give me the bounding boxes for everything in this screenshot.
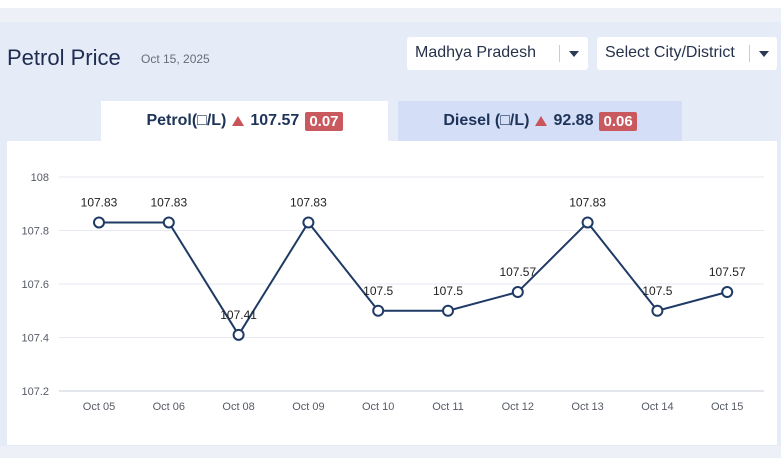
data-label: 107.83 <box>150 195 187 209</box>
data-label: 107.83 <box>81 195 118 209</box>
price-up-icon <box>535 116 548 126</box>
tab-diesel-price: 92.88 <box>553 112 594 129</box>
y-tick-label: 108 <box>31 172 49 184</box>
data-point <box>93 216 105 229</box>
y-tick-label: 107.4 <box>21 333 49 345</box>
top-strip <box>0 0 781 8</box>
x-tick-label: Oct 15 <box>711 401 743 413</box>
bottom-strip <box>0 458 781 468</box>
x-tick-label: Oct 11 <box>432 401 464 413</box>
x-tick-label: Oct 12 <box>502 401 534 413</box>
tab-diesel-change-badge: 0.06 <box>599 111 637 131</box>
data-point <box>442 304 454 317</box>
data-label: 107.5 <box>642 284 672 298</box>
data-label: 107.41 <box>220 308 257 322</box>
city-select[interactable]: Select City/District <box>597 37 777 70</box>
data-point <box>581 216 594 229</box>
x-tick-label: Oct 14 <box>641 401 673 413</box>
price-up-icon <box>232 116 245 126</box>
data-point <box>511 286 524 299</box>
tab-diesel[interactable]: Diesel (□/L) 92.88 0.06 <box>398 101 682 141</box>
data-label: 107.83 <box>569 195 606 209</box>
data-label: 107.83 <box>290 195 327 209</box>
x-tick-label: Oct 13 <box>571 401 603 413</box>
data-point <box>232 328 245 341</box>
y-tick-label: 107.8 <box>21 226 49 238</box>
data-label: 107.5 <box>433 284 463 298</box>
series-line <box>99 220 728 337</box>
data-label: 107.5 <box>363 284 393 298</box>
data-point <box>721 286 734 299</box>
tab-petrol-label: Petrol(□/L) <box>146 112 227 129</box>
x-tick-label: Oct 08 <box>222 401 254 413</box>
data-point <box>162 216 175 229</box>
data-label: 107.57 <box>499 265 536 279</box>
tab-petrol-change-badge: 0.07 <box>305 111 343 131</box>
y-tick-label: 107.6 <box>21 279 49 291</box>
page-title: Petrol Price <box>7 45 121 70</box>
select-divider <box>749 45 750 62</box>
tab-petrol[interactable]: Petrol(□/L) 107.57 0.07 <box>101 101 388 141</box>
data-label: 107.57 <box>709 265 746 279</box>
x-tick-label: Oct 06 <box>153 401 185 413</box>
chart-panel: 107.2 107.4 107.6 107.8 108 Oct 05 Oct 06 Oct 0… <box>7 141 777 445</box>
x-tick-label: Oct 10 <box>362 401 394 413</box>
city-select-value: Select City/District <box>605 44 735 61</box>
select-divider <box>559 45 560 62</box>
state-select[interactable]: Madhya Pradesh <box>407 37 588 70</box>
y-tick-label: 107.2 <box>21 386 49 398</box>
chevron-down-icon[interactable] <box>759 51 769 57</box>
state-select-value: Madhya Pradesh <box>415 44 536 61</box>
tab-diesel-label: Diesel (□/L) <box>443 112 530 129</box>
x-tick-label: Oct 09 <box>292 401 324 413</box>
price-date: Oct 15, 2025 <box>141 52 210 66</box>
price-line-chart: 107.2 107.4 107.6 107.8 108 Oct 05 Oct 06 Oct 0… <box>21 172 764 413</box>
x-tick-label: Oct 05 <box>83 401 115 413</box>
chevron-down-icon[interactable] <box>569 51 579 57</box>
data-point <box>372 304 385 317</box>
data-point <box>651 304 664 317</box>
tab-petrol-price: 107.57 <box>250 112 300 129</box>
data-point <box>302 216 315 229</box>
